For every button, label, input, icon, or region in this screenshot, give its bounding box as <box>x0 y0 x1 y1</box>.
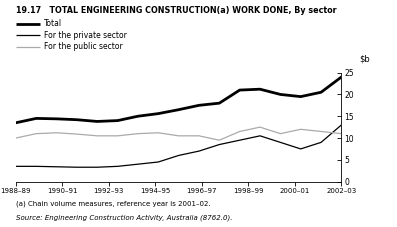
Text: Source: Engineering Construction Activity, Australia (8762.0).: Source: Engineering Construction Activit… <box>16 215 232 221</box>
Text: 19.17   TOTAL ENGINEERING CONSTRUCTION(a) WORK DONE, By sector: 19.17 TOTAL ENGINEERING CONSTRUCTION(a) … <box>16 6 337 15</box>
Text: For the private sector: For the private sector <box>44 31 127 40</box>
Text: For the public sector: For the public sector <box>44 42 122 51</box>
Text: (a) Chain volume measures, reference year is 2001–02.: (a) Chain volume measures, reference yea… <box>16 201 210 207</box>
Text: $b: $b <box>359 55 370 64</box>
Text: Total: Total <box>44 19 62 28</box>
